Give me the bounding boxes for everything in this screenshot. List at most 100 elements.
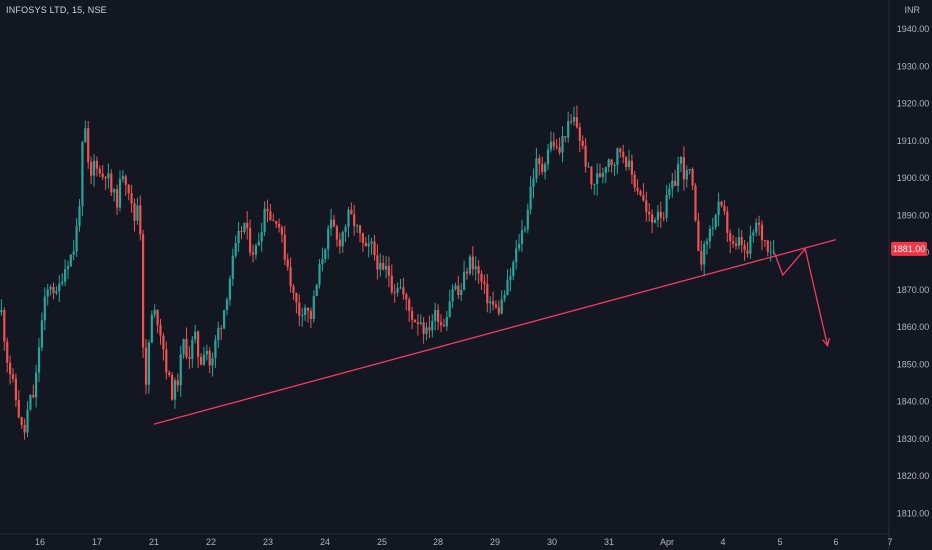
candle-body [98, 168, 101, 174]
candle-body [358, 225, 362, 234]
candle-body [439, 322, 443, 325]
candle-body [639, 191, 642, 195]
candle-body [494, 304, 497, 308]
candle-body [353, 214, 356, 226]
candle-body [142, 234, 145, 348]
candle-body [619, 148, 622, 153]
time-tick-label: 25 [377, 537, 387, 547]
candle-body [387, 266, 390, 276]
projection-arrow[interactable] [773, 247, 829, 346]
symbol-title: INFOSYS LTD, 15, NSE [6, 5, 107, 15]
time-tick-label: 21 [149, 537, 159, 547]
candle-body [133, 203, 136, 221]
candle-body [711, 227, 714, 229]
candle-body [90, 162, 93, 176]
candle-body [191, 339, 194, 359]
time-tick-label: 24 [320, 537, 330, 547]
candle-body [159, 325, 162, 336]
candle-body [674, 180, 677, 186]
candle-body [49, 287, 52, 290]
candle-body [220, 327, 223, 329]
support-trendline[interactable] [153, 238, 837, 425]
candle-body [549, 141, 552, 150]
time-tick-label: 22 [206, 537, 216, 547]
candle-body [72, 251, 75, 255]
candle-body [283, 234, 286, 260]
candle-body [601, 172, 604, 177]
last-price-badge [891, 241, 927, 256]
price-tick-label: 1910.00 [897, 136, 930, 146]
candle-body [254, 245, 257, 255]
candle-body [199, 356, 203, 365]
candle-body [509, 276, 512, 281]
candle-body [246, 222, 249, 229]
candle-body [46, 289, 49, 297]
candle-body [249, 228, 252, 253]
candle-body [52, 287, 55, 294]
candle-body [344, 226, 347, 232]
candle-body [136, 205, 139, 221]
candle-body [373, 241, 376, 256]
candle-body [211, 358, 214, 366]
candle-body [0, 310, 3, 313]
time-tick-label: 28 [433, 537, 443, 547]
candle-body [292, 286, 295, 293]
candle-body [75, 226, 78, 252]
candle-body [217, 327, 220, 340]
candle-body [503, 295, 506, 300]
candle-body [40, 320, 43, 348]
candle-body [570, 121, 573, 123]
candle-body [679, 157, 683, 164]
candle-body [14, 378, 17, 400]
candle-body [318, 264, 321, 285]
candle-body [685, 170, 688, 180]
candle-body [627, 160, 631, 167]
candle-body [32, 394, 35, 398]
price-tick-label: 1860.00 [897, 322, 930, 332]
candle-body [769, 251, 772, 253]
candle-body [422, 322, 425, 334]
candle-body [662, 217, 665, 219]
candle-body [755, 222, 758, 233]
candle-body [390, 275, 393, 293]
candle-body [691, 169, 694, 186]
time-tick-label: 16 [35, 537, 45, 547]
candle-body [382, 263, 385, 270]
candle-body [231, 255, 234, 279]
time-axis[interactable]: 16 17 21 22 23 24 25 28 29 30 31 Apr 4 5 6 7 [0, 533, 893, 547]
candle-body [295, 292, 298, 303]
candle-body [682, 157, 685, 180]
candle-body [677, 163, 680, 186]
candle-body [460, 289, 463, 295]
candle-body [520, 230, 524, 244]
candle-body [11, 374, 15, 379]
candle-body [330, 219, 333, 229]
candle-body [223, 310, 226, 329]
candle-body [567, 121, 570, 138]
price-tick-label: 1890.00 [897, 210, 930, 220]
candle-body [338, 239, 341, 247]
time-tick-label: 29 [490, 537, 500, 547]
candle-body [457, 285, 460, 295]
candle-body [116, 189, 119, 208]
candle-body [405, 294, 408, 300]
price-axis[interactable]: 1810.00 1820.00 1830.00 1840.00 1850.00 1860.… [888, 0, 930, 550]
candle-body [442, 325, 445, 327]
candle-body [9, 362, 12, 375]
candle-body [492, 301, 495, 305]
candle-body [451, 289, 454, 302]
candle-body [445, 316, 448, 327]
candle-body [512, 262, 515, 277]
candle-body [269, 211, 272, 221]
candle-body [321, 259, 324, 265]
candle-body [78, 206, 81, 227]
candle-body [165, 349, 168, 373]
candle-body [182, 339, 185, 355]
candle-body [558, 147, 561, 153]
candle-body [564, 136, 567, 138]
candle-body [171, 374, 174, 400]
candle-body [153, 310, 156, 315]
candle-body [598, 173, 602, 177]
